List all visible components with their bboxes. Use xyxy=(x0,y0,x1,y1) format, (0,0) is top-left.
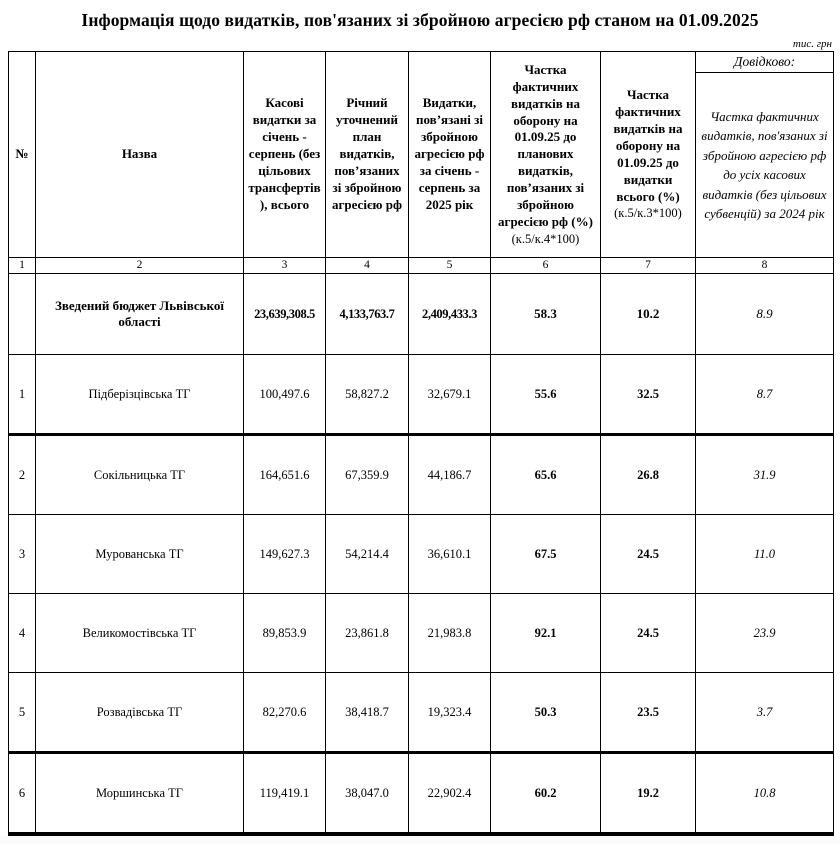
page-bottom-edge xyxy=(0,836,840,844)
cell-name: Мурованська ТГ xyxy=(35,514,244,594)
cell-num: 5 xyxy=(8,672,36,754)
cell-reference-2024: 10.8 xyxy=(695,752,834,836)
cell-annual-plan: 58,827.2 xyxy=(325,354,409,436)
cell-share-of-total: 24.5 xyxy=(600,514,696,594)
cell-war-expenditures: 21,983.8 xyxy=(408,593,491,673)
cell-cash-expenditures: 89,853.9 xyxy=(243,593,326,673)
cell-annual-plan: 67,359.9 xyxy=(325,434,409,515)
col-header-cash-expenditures: Касові видатки за січень - серпень (без … xyxy=(243,51,326,258)
cell-share-of-plan: 65.6 xyxy=(490,434,601,515)
table-row: 6 Моршинська ТГ 119,419.1 38,047.0 22,90… xyxy=(8,752,834,836)
cell-cash-expenditures: 164,651.6 xyxy=(243,434,326,515)
cell-annual-plan: 38,047.0 xyxy=(325,752,409,836)
cell-war-expenditures: 22,902.4 xyxy=(408,752,491,836)
cell-share-of-total: 24.5 xyxy=(600,593,696,673)
cell-num: 4 xyxy=(8,593,36,673)
summary-row: Зведений бюджет Львівської області 23,63… xyxy=(8,273,834,355)
cell-reference-2024: 31.9 xyxy=(695,434,834,515)
cell-reference-2024: 8.7 xyxy=(695,354,834,436)
cell-annual-plan: 4,133,763.7 xyxy=(325,273,409,355)
col-header-share-of-total-text: Частка фактичних видатків на оборону на … xyxy=(613,87,683,204)
cell-reference-2024: 23.9 xyxy=(695,593,834,673)
cell-share-of-total: 26.8 xyxy=(600,434,696,515)
cell-name: Підберізцівська ТГ xyxy=(35,354,244,436)
column-number: 5 xyxy=(408,257,491,274)
cell-share-of-total: 32.5 xyxy=(600,354,696,436)
cell-reference-2024: 8.9 xyxy=(695,273,834,355)
cell-name: Моршинська ТГ xyxy=(35,752,244,836)
cell-share-of-plan: 60.2 xyxy=(490,752,601,836)
cell-war-expenditures: 36,610.1 xyxy=(408,514,491,594)
column-number-row: 1 2 3 4 5 6 7 8 xyxy=(8,257,834,274)
cell-share-of-plan: 58.3 xyxy=(490,273,601,355)
cell-share-of-total: 10.2 xyxy=(600,273,696,355)
column-number: 8 xyxy=(695,257,834,274)
table-header: № Назва Касові видатки за січень - серпе… xyxy=(8,51,834,274)
cell-num: 6 xyxy=(8,752,36,836)
col-header-reference-text: Частка фактичних видатків, пов'язаних зі… xyxy=(695,72,834,258)
cell-name: Сокільницька ТГ xyxy=(35,434,244,515)
cell-num: 1 xyxy=(8,354,36,436)
cell-num: 3 xyxy=(8,514,36,594)
header-row-reference: Частка фактичних видатків, пов'язаних зі… xyxy=(9,72,834,258)
cell-annual-plan: 38,418.7 xyxy=(325,672,409,754)
column-number: 3 xyxy=(243,257,326,274)
cell-share-of-plan: 50.3 xyxy=(490,672,601,754)
cell-name: Зведений бюджет Львівської області xyxy=(35,273,244,355)
column-number: 2 xyxy=(35,257,244,274)
cell-name: Розвадівська ТГ xyxy=(35,672,244,754)
cell-name: Великомостівська ТГ xyxy=(35,593,244,673)
cell-num: 2 xyxy=(8,434,36,515)
col-header-share-of-total: Частка фактичних видатків на оборону на … xyxy=(600,51,696,258)
col-header-reference-caption: Довідково: xyxy=(695,51,834,73)
column-number: 6 xyxy=(490,257,601,274)
cell-annual-plan: 23,861.8 xyxy=(325,593,409,673)
cell-share-of-total: 19.2 xyxy=(600,752,696,836)
column-number: 4 xyxy=(325,257,409,274)
cell-cash-expenditures: 100,497.6 xyxy=(243,354,326,436)
col-header-num: № xyxy=(8,51,36,258)
col-header-share-of-plan-text: Частка фактичних видатків на оборону на … xyxy=(498,61,593,229)
cell-share-of-total: 23.5 xyxy=(600,672,696,754)
cell-cash-expenditures: 149,627.3 xyxy=(243,514,326,594)
col-header-share-of-total-formula: (к.5/к.3*100) xyxy=(614,206,682,221)
cell-annual-plan: 54,214.4 xyxy=(325,514,409,594)
cell-reference-2024: 3.7 xyxy=(695,672,834,754)
header-row: № Назва Касові видатки за січень - серпе… xyxy=(8,51,834,258)
cell-share-of-plan: 55.6 xyxy=(490,354,601,436)
cell-cash-expenditures: 119,419.1 xyxy=(243,752,326,836)
cell-share-of-plan: 67.5 xyxy=(490,514,601,594)
col-header-share-of-plan-formula: (к.5/к.4*100) xyxy=(511,231,580,246)
cell-war-expenditures: 32,679.1 xyxy=(408,354,491,436)
unit-note: тис. грн xyxy=(792,38,832,50)
table-row: 1 Підберізцівська ТГ 100,497.6 58,827.2 … xyxy=(8,354,834,436)
col-header-annual-plan: Річний уточнений план видатків, пов’язан… xyxy=(325,51,409,258)
cell-war-expenditures: 2,409,433.3 xyxy=(408,273,491,355)
cell-war-expenditures: 44,186.7 xyxy=(408,434,491,515)
col-header-war-expenditures: Видатки, пов’язані зі збройною агресією … xyxy=(408,51,491,258)
column-number: 7 xyxy=(600,257,696,274)
cell-num xyxy=(8,273,36,355)
cell-cash-expenditures: 23,639,308.5 xyxy=(243,273,326,355)
table-row: 5 Розвадівська ТГ 82,270.6 38,418.7 19,3… xyxy=(8,672,834,754)
cell-share-of-plan: 92.1 xyxy=(490,593,601,673)
col-header-name: Назва xyxy=(35,51,244,258)
expenditures-table: № Назва Касові видатки за січень - серпе… xyxy=(8,51,834,836)
col-header-share-of-plan: Частка фактичних видатків на оборону на … xyxy=(490,51,601,258)
cell-cash-expenditures: 82,270.6 xyxy=(243,672,326,754)
table-row: 4 Великомостівська ТГ 89,853.9 23,861.8 … xyxy=(8,593,834,673)
cell-war-expenditures: 19,323.4 xyxy=(408,672,491,754)
table-body: Зведений бюджет Львівської області 23,63… xyxy=(8,273,834,836)
table-row: 3 Мурованська ТГ 149,627.3 54,214.4 36,6… xyxy=(8,514,834,594)
column-number: 1 xyxy=(8,257,36,274)
cell-reference-2024: 11.0 xyxy=(695,514,834,594)
document-title: Інформація щодо видатків, пов'язаних зі … xyxy=(81,10,759,30)
table-row: 2 Сокільницька ТГ 164,651.6 67,359.9 44,… xyxy=(8,434,834,515)
